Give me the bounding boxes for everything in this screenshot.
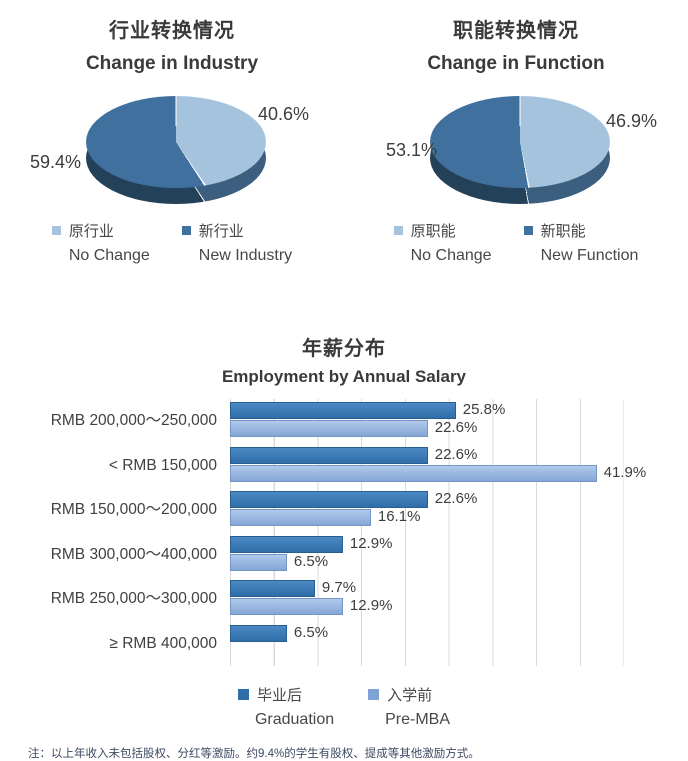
- legend-label-zh: 原行业: [68, 223, 114, 240]
- legend-label-en: New Industry: [198, 247, 293, 264]
- bar-value-label: 22.6%: [434, 419, 478, 436]
- bar-value-label: 22.6%: [434, 490, 478, 507]
- footnote: 注：以上年收入未包括股权、分红等激励。约9.4%的学生有股权、提成等其他激励方式…: [28, 748, 480, 760]
- legend-label-en: Graduation: [254, 711, 335, 728]
- legend-swatch-graduation-icon: [237, 689, 249, 700]
- bar-group: 22.6% 41.9%: [230, 444, 688, 489]
- legend-swatch-dark-icon: [181, 226, 191, 235]
- legend-label-zh: 原职能: [410, 223, 456, 240]
- salary-title-en: Employment by Annual Salary: [221, 367, 467, 386]
- legend-swatch-light-icon: [393, 226, 403, 235]
- category-label: ≥ RMB 400,000: [109, 634, 217, 652]
- legend-label-en: No Change: [410, 247, 492, 264]
- bar-value-label: 12.9%: [349, 597, 393, 614]
- industry-title-zh: 行业转换情况: [109, 20, 235, 42]
- bar-row: ≥ RMB 400,000 6.5%: [0, 622, 688, 667]
- bar-group: 6.5%: [230, 622, 688, 667]
- bar-row: RMB 250,000～300,000 9.7% 12.9%: [0, 577, 688, 622]
- category-label: < RMB 150,000: [108, 456, 217, 474]
- bar-pre-mba: [230, 509, 371, 526]
- salary-legend: 毕业后 Graduation 入学前 Pre-MBA: [0, 684, 688, 729]
- salary-bar-chart: 年薪分布 Employment by Annual Salary RMB 200…: [0, 332, 688, 761]
- legend-label-zh: 新行业: [198, 223, 244, 240]
- industry-label-new: 59.4%: [30, 152, 82, 172]
- pie-charts-row: 行业转换情况 Change in Industry 59.4% 40.6% 原行…: [0, 0, 688, 292]
- salary-title-zh: 年薪分布: [302, 338, 386, 360]
- pie-chart-function: 职能转换情况 Change in Function 53.1% 46.9% 原职…: [344, 0, 688, 292]
- legend-item-new-industry: 新行业 New Industry: [181, 220, 293, 265]
- bar-graduation: [230, 624, 287, 642]
- bar-value-label: 41.9%: [603, 463, 647, 481]
- bar-row: RMB 150,000～200,000 22.6% 16.1%: [0, 488, 688, 533]
- bar-graduation: [230, 446, 428, 464]
- category-label: RMB 200,000～250,000: [50, 412, 217, 429]
- bar-group: 25.8% 22.6%: [230, 399, 688, 444]
- industry-label-nochange: 40.6%: [258, 104, 310, 124]
- bar-graduation: [230, 535, 343, 553]
- gridlines: [230, 399, 624, 666]
- legend-item-graduation: 毕业后 Graduation: [237, 684, 335, 729]
- category-label: RMB 150,000～200,000: [50, 501, 217, 518]
- function-label-new: 53.1%: [386, 140, 438, 160]
- industry-pie-top: [86, 96, 266, 188]
- bar-pre-mba: [230, 464, 597, 482]
- bar-row: RMB 300,000～400,000 12.9% 6.5%: [0, 533, 688, 578]
- legend-item-no-change: 原职能 No Change: [393, 220, 492, 265]
- bar-value-label: 6.5%: [293, 552, 329, 570]
- bar-value-label: 12.9%: [349, 534, 393, 552]
- salary-plot-area: RMB 200,000～250,000 25.8% 22.6% < RMB 150,0…: [0, 399, 688, 666]
- function-label-nochange: 46.9%: [606, 111, 658, 131]
- bar-pre-mba: [230, 420, 428, 437]
- industry-title-en: Change in Industry: [85, 53, 259, 74]
- industry-legend: 原行业 No Change 新行业 New Industry: [0, 220, 344, 265]
- function-title-zh: 职能转换情况: [453, 20, 579, 42]
- bar-rows: RMB 200,000～250,000 25.8% 22.6% < RMB 150,0…: [0, 399, 688, 666]
- legend-swatch-dark-icon: [523, 226, 533, 235]
- bar-value-label: 6.5%: [293, 623, 329, 641]
- function-pie-top: [430, 96, 610, 188]
- legend-item-no-change: 原行业 No Change: [51, 220, 150, 265]
- bar-graduation: [230, 491, 428, 508]
- bar-graduation: [230, 402, 456, 419]
- bar-pre-mba: [230, 598, 343, 615]
- legend-label-zh: 新职能: [540, 223, 586, 240]
- bar-pre-mba: [230, 553, 287, 571]
- legend-label-zh: 毕业后: [256, 687, 302, 704]
- bar-row: < RMB 150,000 22.6% 41.9%: [0, 444, 688, 489]
- category-label: RMB 250,000～300,000: [50, 590, 217, 607]
- bar-value-label: 25.8%: [462, 401, 506, 418]
- function-legend: 原职能 No Change 新职能 New Function: [344, 220, 688, 265]
- legend-label-en: No Change: [68, 247, 150, 264]
- industry-pie-3d: [86, 96, 266, 206]
- bar-row: RMB 200,000～250,000 25.8% 22.6%: [0, 399, 688, 444]
- bar-group: 22.6% 16.1%: [230, 488, 688, 533]
- legend-swatch-light-icon: [51, 226, 61, 235]
- legend-label-en: Pre-MBA: [385, 711, 451, 728]
- legend-item-new-function: 新职能 New Function: [523, 220, 639, 265]
- bar-group: 12.9% 6.5%: [230, 533, 688, 578]
- bar-group: 9.7% 12.9%: [230, 577, 688, 622]
- bar-value-label: 9.7%: [321, 579, 357, 596]
- bar-value-label: 16.1%: [377, 508, 421, 525]
- function-pie-3d: [430, 96, 610, 206]
- legend-item-pre-mba: 入学前 Pre-MBA: [368, 684, 450, 729]
- legend-swatch-pre-mba-icon: [368, 689, 380, 700]
- category-label: RMB 300,000～400,000: [50, 545, 217, 563]
- legend-label-en: New Function: [540, 247, 639, 264]
- bar-value-label: 22.6%: [434, 445, 478, 463]
- legend-label-zh: 入学前: [387, 687, 433, 704]
- pie-chart-industry: 行业转换情况 Change in Industry 59.4% 40.6% 原行…: [0, 0, 344, 292]
- function-title-en: Change in Function: [427, 53, 605, 74]
- bar-graduation: [230, 580, 315, 597]
